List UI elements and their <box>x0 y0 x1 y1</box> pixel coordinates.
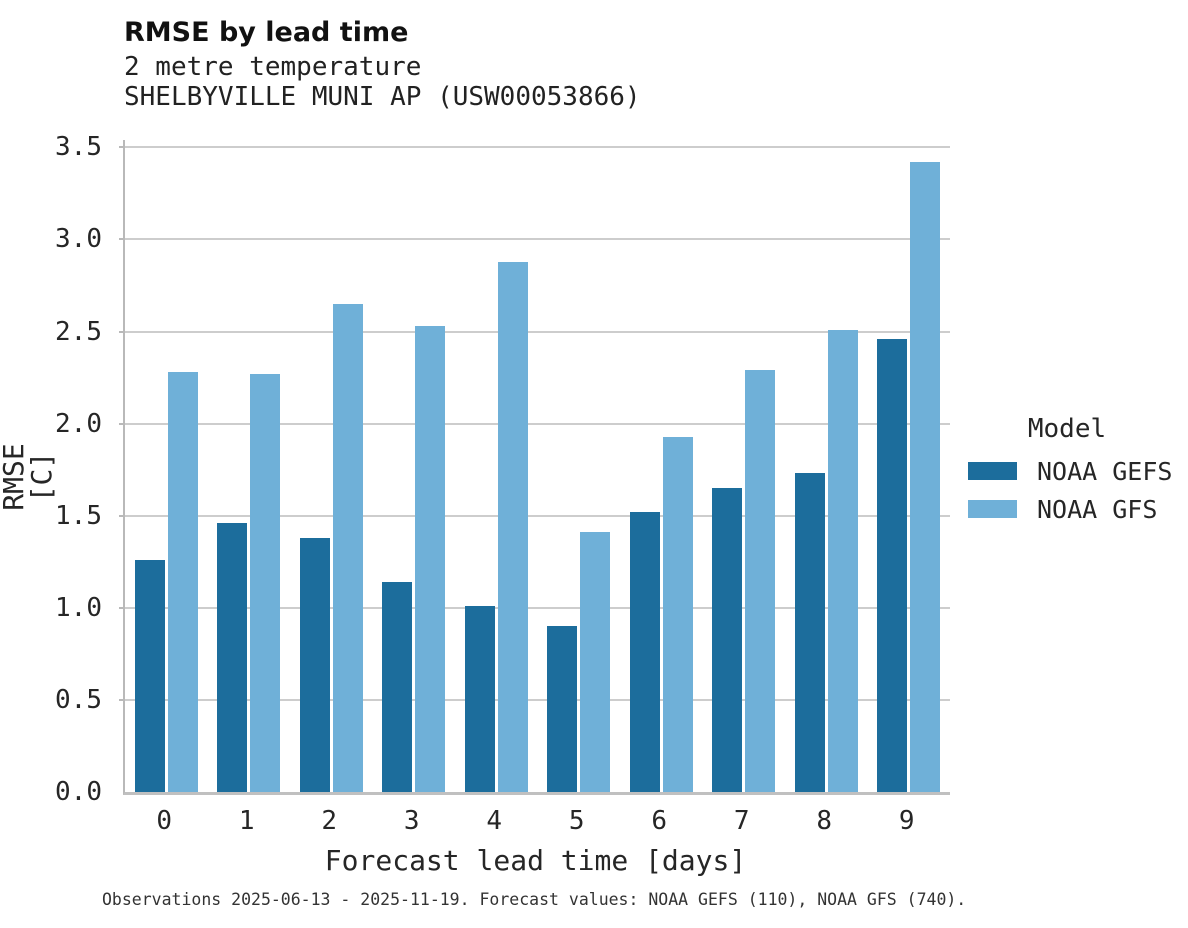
bar-noaa-gfs-lead-1 <box>250 373 281 792</box>
y-tick-label-2.5: 2.5 <box>55 316 102 347</box>
plot-area <box>119 140 950 795</box>
x-tick-label-0: 0 <box>156 806 173 836</box>
y-tick-mark <box>119 238 125 241</box>
bar-noaa-gfs-lead-2 <box>332 303 363 792</box>
chart-subtitle: 2 metre temperature SHELBYVILLE MUNI AP (… <box>124 52 641 112</box>
x-tick-label-9: 9 <box>898 806 915 836</box>
bar-noaa-gfs-lead-4 <box>497 261 528 792</box>
subtitle-line-2: SHELBYVILLE MUNI AP (USW00053866) <box>124 82 641 112</box>
gridline-3.5 <box>125 146 950 149</box>
bar-noaa-gefs-lead-7 <box>712 488 743 792</box>
y-tick-label-1.5: 1.5 <box>55 500 102 531</box>
bar-noaa-gefs-lead-8 <box>794 473 825 792</box>
y-tick-label-3.5: 3.5 <box>55 132 102 163</box>
x-tick-label-3: 3 <box>403 806 420 836</box>
bar-noaa-gfs-lead-5 <box>580 532 611 792</box>
y-tick-mark <box>119 606 125 609</box>
x-tick-label-4: 4 <box>486 806 503 836</box>
y-tick-label-2.0: 2.0 <box>55 408 102 439</box>
bar-noaa-gefs-lead-4 <box>464 605 495 792</box>
y-tick-label-1.0: 1.0 <box>55 592 102 623</box>
y-tick-label-0.0: 0.0 <box>55 777 102 807</box>
bar-noaa-gefs-lead-5 <box>547 626 578 792</box>
x-tick-label-7: 7 <box>733 806 750 836</box>
legend-swatch-noaa-gefs <box>968 462 1017 480</box>
x-tick-label-1: 1 <box>238 806 255 836</box>
legend-item-noaa-gfs: NOAA GFS <box>955 490 1185 528</box>
gridline-1.5 <box>125 514 950 517</box>
bar-noaa-gefs-lead-2 <box>299 537 330 792</box>
bar-noaa-gefs-lead-1 <box>217 523 248 792</box>
y-tick-mark <box>119 514 125 517</box>
x-axis-ticks: 0 1 2 3 4 5 6 7 8 9 <box>123 808 948 838</box>
bar-noaa-gfs-lead-6 <box>662 436 693 792</box>
legend-label-noaa-gfs: NOAA GFS <box>1037 494 1158 524</box>
y-axis-ticks: 0.0 0.5 1.0 1.5 2.0 2.5 3.0 3.5 <box>0 134 102 805</box>
legend-title: Model <box>1027 414 1107 444</box>
gridline-1.0 <box>125 606 950 609</box>
legend-item-noaa-gefs: NOAA GEFS <box>955 452 1185 490</box>
legend-swatch-noaa-gfs <box>968 500 1017 518</box>
gridline-2.5 <box>125 330 950 333</box>
x-tick-label-6: 6 <box>651 806 668 836</box>
bar-noaa-gefs-lead-0 <box>134 559 165 792</box>
bar-noaa-gfs-lead-9 <box>910 162 941 792</box>
x-axis-label: Forecast lead time [days] <box>324 844 747 877</box>
bar-noaa-gfs-lead-7 <box>745 370 776 792</box>
bar-noaa-gfs-lead-0 <box>167 372 198 792</box>
x-tick-label-5: 5 <box>568 806 585 836</box>
bar-noaa-gefs-lead-3 <box>382 582 413 792</box>
x-tick-label-8: 8 <box>816 806 833 836</box>
bar-noaa-gefs-lead-9 <box>877 338 908 792</box>
x-tick-label-2: 2 <box>321 806 338 836</box>
y-tick-mark <box>119 146 125 149</box>
caption: Observations 2025-06-13 - 2025-11-19. Fo… <box>102 890 967 909</box>
legend-items: NOAA GEFS NOAA GFS <box>955 452 1185 528</box>
y-tick-mark <box>119 698 125 701</box>
chart-title: RMSE by lead time <box>124 17 409 48</box>
bar-noaa-gfs-lead-8 <box>827 329 858 792</box>
gridline-0.5 <box>125 698 950 701</box>
y-tick-mark <box>119 422 125 425</box>
y-tick-mark <box>119 330 125 333</box>
y-tick-label-3.0: 3.0 <box>55 224 102 255</box>
y-tick-label-0.5: 0.5 <box>55 684 102 715</box>
gridline-2.0 <box>125 422 950 425</box>
bar-noaa-gfs-lead-3 <box>415 326 446 792</box>
gridline-3.0 <box>125 238 950 241</box>
legend-label-noaa-gefs: NOAA GEFS <box>1037 456 1173 486</box>
bar-noaa-gefs-lead-6 <box>629 512 660 792</box>
subtitle-line-1: 2 metre temperature <box>124 52 422 82</box>
